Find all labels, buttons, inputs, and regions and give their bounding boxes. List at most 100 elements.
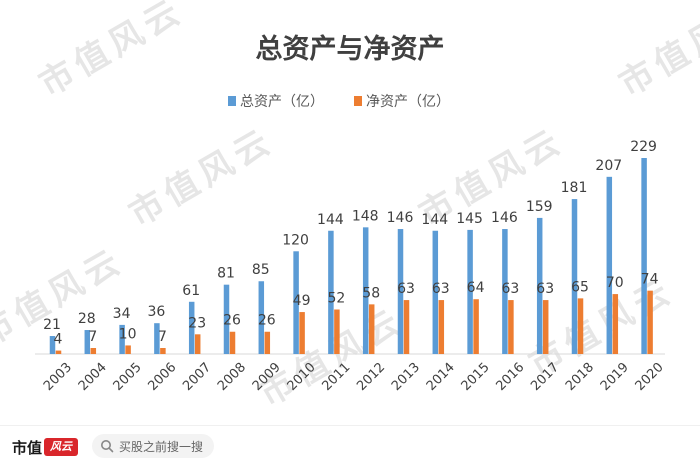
label-total-assets-2016: 146 bbox=[491, 210, 518, 226]
bar-total-assets-2012 bbox=[362, 227, 369, 354]
chart-svg: 总资产与净资产 总资产（亿） 净资产（亿） 21 28 34 36 61 81 85 120 1… bbox=[35, 34, 667, 394]
bar-net-assets-2003 bbox=[55, 350, 62, 354]
label-total-assets-2020: 229 bbox=[630, 139, 657, 155]
bars-group bbox=[49, 158, 653, 354]
bar-total-assets-2020 bbox=[641, 158, 647, 354]
label-net-assets-2006: 7 bbox=[158, 329, 167, 345]
x-tick-2010: 2010 bbox=[285, 360, 319, 394]
bar-total-assets-2003 bbox=[49, 336, 56, 354]
bar-net-assets-2017 bbox=[542, 300, 549, 354]
x-tick-2006: 2006 bbox=[145, 360, 179, 394]
label-total-assets-2010: 120 bbox=[282, 232, 309, 248]
chart-area: 市值风云 市值风云 市值风云 市值风云 市值风云 市值风云 市值风云 总资产与净… bbox=[0, 0, 700, 415]
legend-swatch-total-assets bbox=[228, 96, 236, 106]
bar-net-assets-2020 bbox=[647, 290, 653, 354]
bar-net-assets-2018 bbox=[577, 298, 584, 354]
value-labels-group: 21 28 34 36 61 81 85 120 144 148 146 144 145 146 159 18… bbox=[43, 139, 659, 348]
tick-labels-group: 2003 2004 2005 2006 2007 2008 2009 2010 2011 2012… bbox=[41, 360, 667, 394]
bar-total-assets-2004 bbox=[84, 330, 91, 354]
label-net-assets-2005: 10 bbox=[119, 326, 137, 342]
label-total-assets-2014: 144 bbox=[421, 212, 448, 228]
label-total-assets-2009: 85 bbox=[252, 262, 270, 278]
bar-total-assets-2019 bbox=[606, 176, 613, 354]
chart-title: 总资产与净资产 bbox=[256, 34, 445, 65]
label-net-assets-2018: 65 bbox=[571, 279, 589, 295]
brand: 市值 风云 bbox=[12, 434, 79, 460]
label-total-assets-2007: 61 bbox=[182, 283, 200, 299]
legend-label-net-assets: 净资产（亿） bbox=[366, 94, 450, 110]
x-tick-2017: 2017 bbox=[528, 360, 562, 394]
label-net-assets-2015: 64 bbox=[467, 280, 485, 296]
label-net-assets-2016: 63 bbox=[501, 281, 519, 297]
bar-net-assets-2004 bbox=[90, 348, 97, 354]
bar-net-assets-2015 bbox=[473, 299, 479, 354]
label-net-assets-2012: 58 bbox=[362, 285, 380, 301]
bar-net-assets-2014 bbox=[438, 300, 445, 354]
label-net-assets-2010: 49 bbox=[293, 293, 311, 309]
brand-logo: 风云 bbox=[44, 438, 79, 456]
label-total-assets-2015: 145 bbox=[456, 211, 483, 227]
bar-total-assets-2015 bbox=[467, 229, 473, 354]
bar-total-assets-2010 bbox=[293, 251, 299, 354]
bar-total-assets-2008 bbox=[223, 284, 230, 354]
label-total-assets-2003: 21 bbox=[43, 317, 61, 333]
bar-net-assets-2009 bbox=[264, 331, 271, 354]
label-total-assets-2004: 28 bbox=[78, 311, 96, 327]
legend: 总资产（亿） 净资产（亿） bbox=[228, 94, 450, 110]
label-total-assets-2012: 148 bbox=[352, 208, 379, 224]
x-tick-2012: 2012 bbox=[354, 360, 388, 394]
x-tick-2005: 2005 bbox=[111, 360, 145, 394]
label-total-assets-2018: 181 bbox=[561, 180, 588, 196]
bar-net-assets-2010 bbox=[299, 312, 305, 354]
bar-net-assets-2008 bbox=[229, 331, 236, 354]
x-tick-2018: 2018 bbox=[563, 360, 597, 394]
label-total-assets-2017: 159 bbox=[526, 199, 553, 215]
label-net-assets-2004: 7 bbox=[88, 329, 97, 345]
x-tick-2008: 2008 bbox=[215, 360, 249, 394]
label-net-assets-2020: 74 bbox=[641, 272, 659, 288]
search-box[interactable]: 买股之前搜一搜 bbox=[92, 434, 214, 458]
bar-total-assets-2018 bbox=[571, 199, 578, 354]
bar-net-assets-2006 bbox=[160, 348, 166, 354]
brand-text: 市值 bbox=[12, 438, 43, 457]
bar-net-assets-2005 bbox=[125, 345, 131, 354]
label-net-assets-2007: 23 bbox=[188, 315, 206, 331]
search-icon bbox=[101, 440, 114, 453]
label-net-assets-2019: 70 bbox=[606, 275, 624, 291]
bar-net-assets-2012 bbox=[368, 304, 375, 354]
bar-total-assets-2007 bbox=[188, 301, 195, 354]
bar-total-assets-2017 bbox=[536, 217, 543, 354]
bar-net-assets-2016 bbox=[508, 300, 514, 354]
bar-net-assets-2011 bbox=[334, 309, 340, 354]
bar-net-assets-2007 bbox=[194, 334, 201, 354]
x-tick-2015: 2015 bbox=[459, 360, 493, 394]
label-total-assets-2008: 81 bbox=[217, 266, 235, 282]
bar-total-assets-2009 bbox=[258, 281, 265, 354]
label-net-assets-2003: 4 bbox=[54, 332, 63, 348]
label-net-assets-2017: 63 bbox=[536, 281, 554, 297]
legend-label-total-assets: 总资产（亿） bbox=[240, 94, 324, 110]
bar-total-assets-2006 bbox=[154, 323, 160, 354]
bar-total-assets-2005 bbox=[119, 324, 125, 354]
x-tick-2011: 2011 bbox=[319, 360, 353, 394]
x-tick-2003: 2003 bbox=[41, 360, 75, 394]
x-tick-2004: 2004 bbox=[76, 360, 110, 394]
bar-net-assets-2013 bbox=[403, 300, 410, 354]
x-tick-2009: 2009 bbox=[250, 360, 284, 394]
label-net-assets-2009: 26 bbox=[258, 313, 276, 329]
bar-total-assets-2014 bbox=[432, 230, 439, 354]
legend-swatch-net-assets bbox=[354, 96, 362, 106]
bar-total-assets-2013 bbox=[397, 229, 404, 354]
label-total-assets-2013: 146 bbox=[387, 210, 414, 226]
label-total-assets-2005: 34 bbox=[113, 306, 131, 322]
label-total-assets-2019: 207 bbox=[595, 158, 622, 174]
bar-net-assets-2019 bbox=[612, 294, 619, 354]
x-tick-2020: 2020 bbox=[633, 360, 667, 394]
x-tick-2007: 2007 bbox=[180, 360, 214, 394]
label-total-assets-2006: 36 bbox=[147, 304, 165, 320]
bar-total-assets-2016 bbox=[502, 229, 508, 354]
label-total-assets-2011: 144 bbox=[317, 212, 344, 228]
search-placeholder: 买股之前搜一搜 bbox=[119, 439, 204, 454]
label-net-assets-2013: 63 bbox=[397, 281, 415, 297]
x-tick-2016: 2016 bbox=[493, 360, 527, 394]
